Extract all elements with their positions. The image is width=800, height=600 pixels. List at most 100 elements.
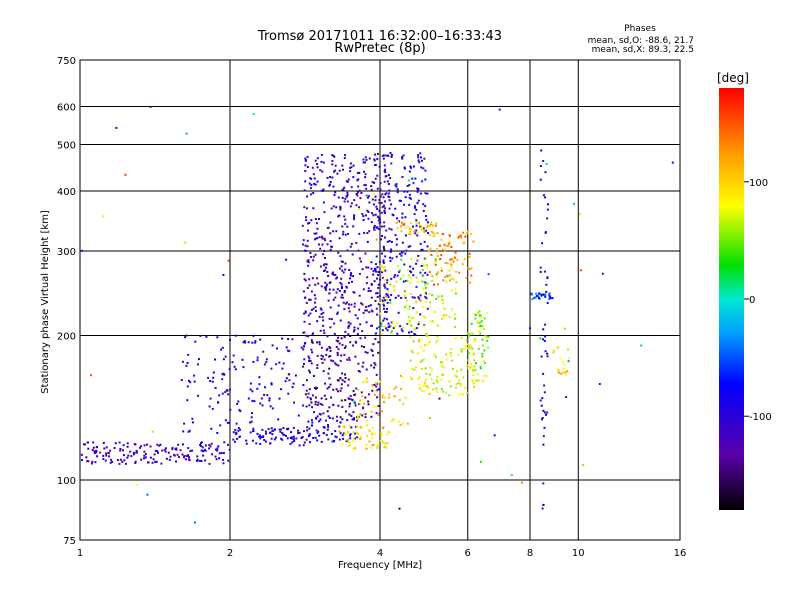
data-point <box>401 376 404 379</box>
data-point <box>426 266 429 269</box>
data-point <box>340 277 343 280</box>
data-point <box>316 439 319 442</box>
data-point <box>424 215 427 217</box>
y-tick-label: 100 <box>57 476 76 487</box>
data-point <box>332 403 335 406</box>
data-point <box>143 454 146 457</box>
data-point <box>329 248 332 251</box>
data-point <box>336 419 339 422</box>
data-point <box>321 237 324 240</box>
data-point <box>467 267 470 269</box>
data-point <box>487 346 490 349</box>
colorbar-label: [deg] <box>717 71 749 85</box>
data-point <box>389 152 392 154</box>
data-point <box>436 335 439 338</box>
data-point <box>312 192 315 194</box>
data-point <box>329 326 332 329</box>
data-point <box>430 221 433 224</box>
data-point <box>399 277 402 280</box>
data-point <box>445 314 448 317</box>
data-point <box>363 402 365 405</box>
data-point <box>404 227 407 230</box>
data-point <box>344 302 347 305</box>
data-point <box>398 270 401 273</box>
data-point <box>403 190 406 193</box>
data-point <box>385 175 388 178</box>
data-point <box>310 419 313 422</box>
data-point <box>393 395 396 398</box>
data-point <box>402 422 404 425</box>
data-point <box>417 323 420 326</box>
data-point <box>417 159 420 162</box>
data-point <box>347 326 350 329</box>
data-point <box>313 238 316 241</box>
data-point <box>372 354 374 357</box>
data-point <box>386 180 389 183</box>
x-tick-label: 1 <box>77 548 83 559</box>
data-point <box>310 339 313 342</box>
data-point <box>416 281 419 284</box>
data-point <box>147 461 150 464</box>
data-point <box>251 341 254 344</box>
data-point <box>314 396 317 399</box>
data-point <box>440 379 443 381</box>
data-point <box>546 352 549 355</box>
data-point <box>324 266 327 269</box>
data-point <box>95 449 98 452</box>
data-point <box>375 405 378 408</box>
data-point <box>211 380 214 383</box>
data-point <box>249 431 252 434</box>
data-point <box>370 261 373 264</box>
data-point <box>304 180 307 183</box>
data-point <box>395 222 398 224</box>
data-point <box>302 348 305 351</box>
data-point <box>385 293 388 295</box>
data-point <box>449 351 452 354</box>
data-point <box>408 331 410 334</box>
data-point <box>435 379 438 382</box>
data-point <box>261 404 264 407</box>
data-point <box>425 373 428 375</box>
data-point <box>381 332 384 335</box>
data-point <box>316 354 319 357</box>
data-point <box>468 334 470 337</box>
data-point <box>481 344 484 347</box>
data-point <box>402 280 405 283</box>
data-point <box>181 453 184 456</box>
data-point <box>379 182 382 185</box>
data-point <box>371 212 373 215</box>
data-point <box>268 397 271 400</box>
data-point <box>306 207 308 210</box>
data-point <box>249 382 252 385</box>
data-point <box>425 297 428 300</box>
data-point <box>349 444 352 447</box>
data-point <box>473 365 476 368</box>
data-point <box>189 450 192 453</box>
data-point <box>367 400 370 403</box>
data-point <box>133 443 136 445</box>
data-point <box>202 454 205 457</box>
data-point <box>377 351 380 354</box>
data-point <box>418 339 421 341</box>
data-point <box>484 362 486 365</box>
data-point <box>308 369 311 372</box>
data-point <box>327 424 329 426</box>
data-point <box>410 330 413 333</box>
data-point <box>278 397 281 400</box>
data-point <box>386 298 389 301</box>
data-point <box>337 390 339 393</box>
data-point <box>418 320 420 323</box>
data-point <box>347 445 350 447</box>
data-point <box>440 238 443 241</box>
data-point <box>458 271 461 274</box>
data-point <box>348 398 351 400</box>
data-point <box>396 191 399 194</box>
data-point <box>451 367 454 370</box>
data-point <box>365 321 368 324</box>
data-point <box>286 349 289 352</box>
data-point <box>430 368 433 371</box>
data-point <box>479 332 482 335</box>
data-point <box>341 434 344 437</box>
data-point <box>220 452 223 454</box>
data-point <box>401 330 404 333</box>
